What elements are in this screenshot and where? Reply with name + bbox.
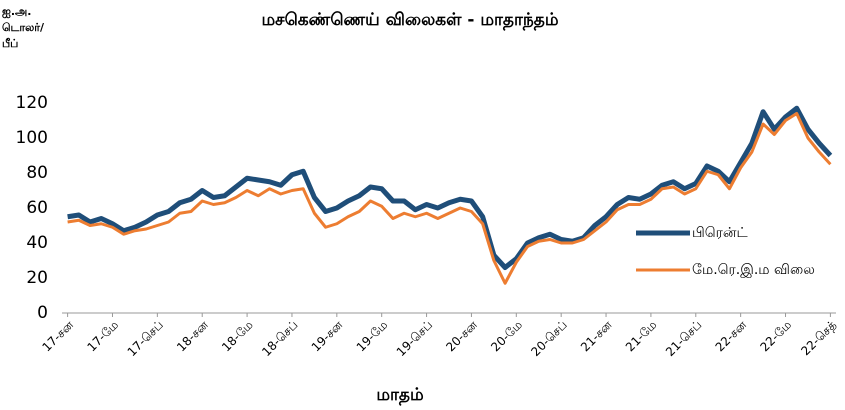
series-line xyxy=(67,112,832,285)
x-tick-label: 21-சன xyxy=(578,317,615,354)
legend-label: பிரென்ட் xyxy=(692,225,748,241)
x-tick-label: 21-செப் xyxy=(663,318,704,359)
y-axis-label: பீப் xyxy=(2,37,18,50)
y-tick-label: 20 xyxy=(26,268,48,288)
x-tick-label: 20-செப் xyxy=(528,318,569,359)
x-tick-label: 19-செப் xyxy=(394,318,435,359)
x-tick-label: 21-மே xyxy=(623,318,660,355)
x-tick-label: 22-செத் xyxy=(798,318,839,359)
x-tick-label: 22-மே xyxy=(758,318,795,355)
x-axis-label: மாதம் xyxy=(376,385,424,405)
y-axis-label: ஐ.அ. xyxy=(2,5,31,18)
series-line xyxy=(67,105,833,270)
legend-label: மே.ரெ.இ.ம விலை xyxy=(692,262,815,278)
y-tick-label: 100 xyxy=(16,128,48,148)
x-tick-label: 20-சன xyxy=(443,317,480,354)
y-tick-label: 80 xyxy=(26,163,48,183)
y-tick-label: 0 xyxy=(37,303,48,323)
chart-title: மசகெண்ணெய் விலைகள் - மாதாந்தம் xyxy=(261,10,558,30)
x-tick-label: 17-மே xyxy=(84,318,121,355)
x-tick-label: 17-செப் xyxy=(125,318,166,359)
x-tick-label: 19-சன xyxy=(309,317,346,354)
y-axis-label: டொலர்/ xyxy=(2,21,45,34)
y-tick-label: 40 xyxy=(26,233,48,253)
y-tick-label: 60 xyxy=(26,198,48,218)
x-tick-label: 18-செப் xyxy=(259,318,300,359)
x-tick-label: 22-சன xyxy=(713,317,750,354)
x-tick-label: 20-மே xyxy=(488,318,525,355)
x-tick-label: 19-மே xyxy=(354,318,391,355)
x-tick-label: 18-சன xyxy=(174,317,211,354)
y-tick-label: 120 xyxy=(16,93,48,113)
x-tick-label: 18-மே xyxy=(219,318,256,355)
